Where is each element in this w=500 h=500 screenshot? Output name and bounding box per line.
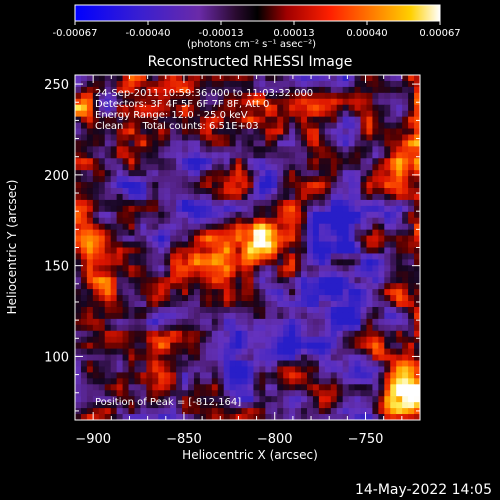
y-axis-label: Heliocentric Y (arcsec) xyxy=(5,179,19,315)
y-tick-label: 250 xyxy=(44,78,69,93)
x-tick-label: −850 xyxy=(166,432,202,447)
colorbar-tick-label: -0.00040 xyxy=(126,28,171,39)
colorbar-tick-label: 0.00040 xyxy=(346,28,387,39)
colorbar-units: (photons cm⁻² s⁻¹ asec⁻²) xyxy=(187,39,317,50)
peak-position-label: Position of Peak = [-812,164] xyxy=(95,397,242,408)
colorbar-tick-label: 0.00067 xyxy=(419,28,460,39)
heatmap-image xyxy=(75,75,420,420)
x-axis-label: Heliocentric X (arcsec) xyxy=(182,448,318,462)
info-line-time: 24-Sep-2011 10:59:36.000 to 11:03:32.000 xyxy=(95,88,314,99)
info-line-detectors: Detectors: 3F 4F 5F 6F 7F 8F, Att 0 xyxy=(95,99,270,110)
x-tick-label: −750 xyxy=(348,432,384,447)
colorbar-tick-label: -0.00067 xyxy=(53,28,98,39)
x-tick-label: −800 xyxy=(257,432,293,447)
y-tick-label: 200 xyxy=(44,169,69,184)
axes: −900 −850 −800 −750 100 150 200 250 xyxy=(44,75,420,447)
info-line-energy: Energy Range: 12.0 - 25.0 keV xyxy=(95,110,248,121)
colorbar-tick-label: -0.00013 xyxy=(199,28,244,39)
colorbar-ticks: -0.00067 -0.00040 -0.00013 0.00013 0.00040 0.… xyxy=(53,21,461,39)
y-tick-label: 150 xyxy=(44,260,69,275)
footer-date: 14-May-2022 14:05 xyxy=(354,482,492,498)
y-tick-label: 100 xyxy=(44,350,69,365)
colorbar xyxy=(74,4,441,22)
plot-title: Reconstructed RHESSI Image xyxy=(147,54,353,70)
x-tick-label: −900 xyxy=(75,432,111,447)
colorbar-tick-label: 0.00013 xyxy=(273,28,314,39)
info-line-counts: Clean Total counts: 6.51E+03 xyxy=(95,121,259,132)
